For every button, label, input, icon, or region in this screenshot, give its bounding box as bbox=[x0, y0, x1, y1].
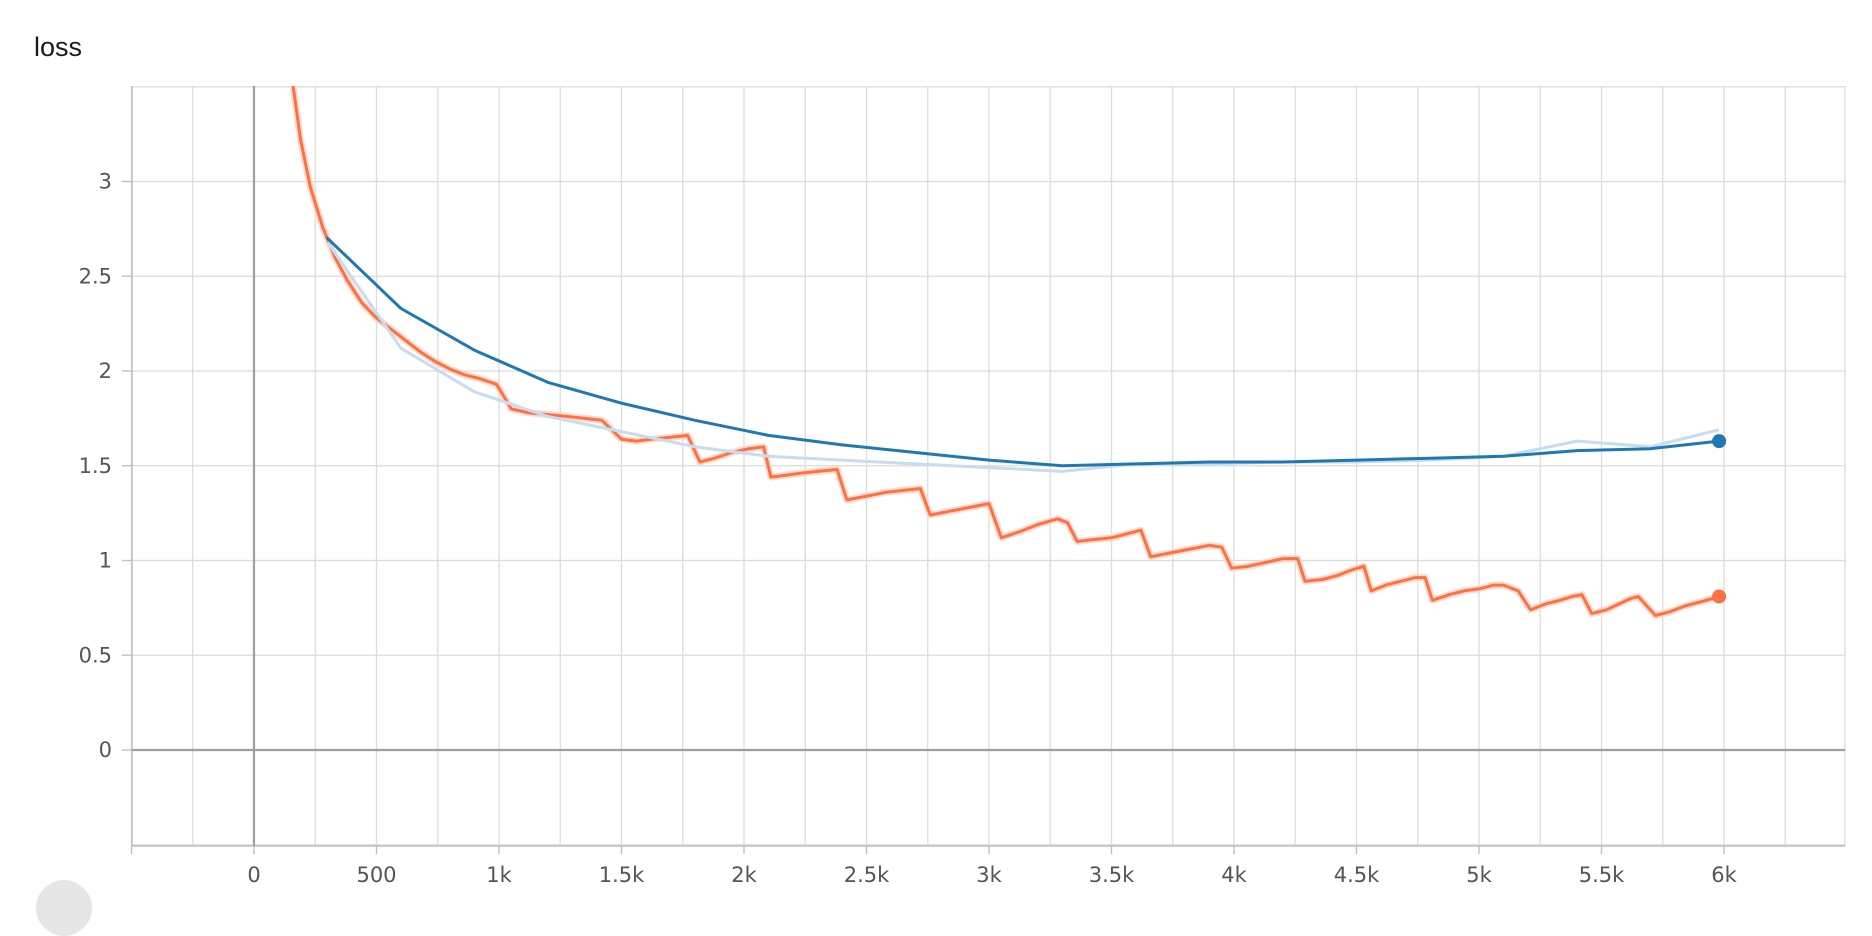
x-tick-label: 5k bbox=[1466, 863, 1492, 887]
series-blue-endpoint[interactable] bbox=[1712, 434, 1727, 449]
loss-chart: 0 0.5 1 1.5 2 2.5 3 0 500 1k 1.5k 2k 2.5k 3k 3.5k 4k 4.5… bbox=[79, 86, 1846, 888]
y-tick-label: 1 bbox=[99, 549, 112, 573]
x-tick-label: 0 bbox=[247, 863, 260, 887]
grid-layer bbox=[130, 86, 1845, 846]
axis-layer bbox=[122, 86, 1846, 854]
y-tick-label: 3 bbox=[99, 170, 112, 194]
series-orange-endpoint[interactable] bbox=[1712, 589, 1727, 604]
x-tick-label: 4k bbox=[1221, 863, 1247, 887]
x-tick-label: 2k bbox=[731, 863, 757, 887]
x-tick-label: 4.5k bbox=[1334, 863, 1380, 887]
y-tick-label: 1.5 bbox=[79, 454, 112, 478]
y-tick-label: 0.5 bbox=[79, 643, 112, 667]
x-tick-label: 1.5k bbox=[599, 863, 645, 887]
y-tick-label: 0 bbox=[99, 738, 112, 762]
y-tick-label: 2 bbox=[99, 359, 112, 383]
x-tick-label: 3.5k bbox=[1089, 863, 1135, 887]
scroll-handle[interactable] bbox=[36, 880, 92, 936]
x-tick-label: 500 bbox=[356, 863, 396, 887]
x-tick-label: 2.5k bbox=[844, 863, 890, 887]
tick-label-layer: 0 0.5 1 1.5 2 2.5 3 0 500 1k 1.5k 2k 2.5k 3k 3.5k 4k 4.5… bbox=[79, 170, 1738, 888]
series-blue-line bbox=[326, 236, 1721, 468]
chart-title: loss bbox=[34, 32, 83, 62]
y-tick-label: 2.5 bbox=[79, 264, 112, 288]
x-tick-label: 3k bbox=[976, 863, 1002, 887]
series-layer bbox=[289, 86, 1727, 619]
x-tick-label: 1k bbox=[486, 863, 512, 887]
series-orange-line bbox=[291, 86, 1721, 617]
x-tick-label: 5.5k bbox=[1579, 863, 1625, 887]
x-tick-label: 6k bbox=[1711, 863, 1737, 887]
